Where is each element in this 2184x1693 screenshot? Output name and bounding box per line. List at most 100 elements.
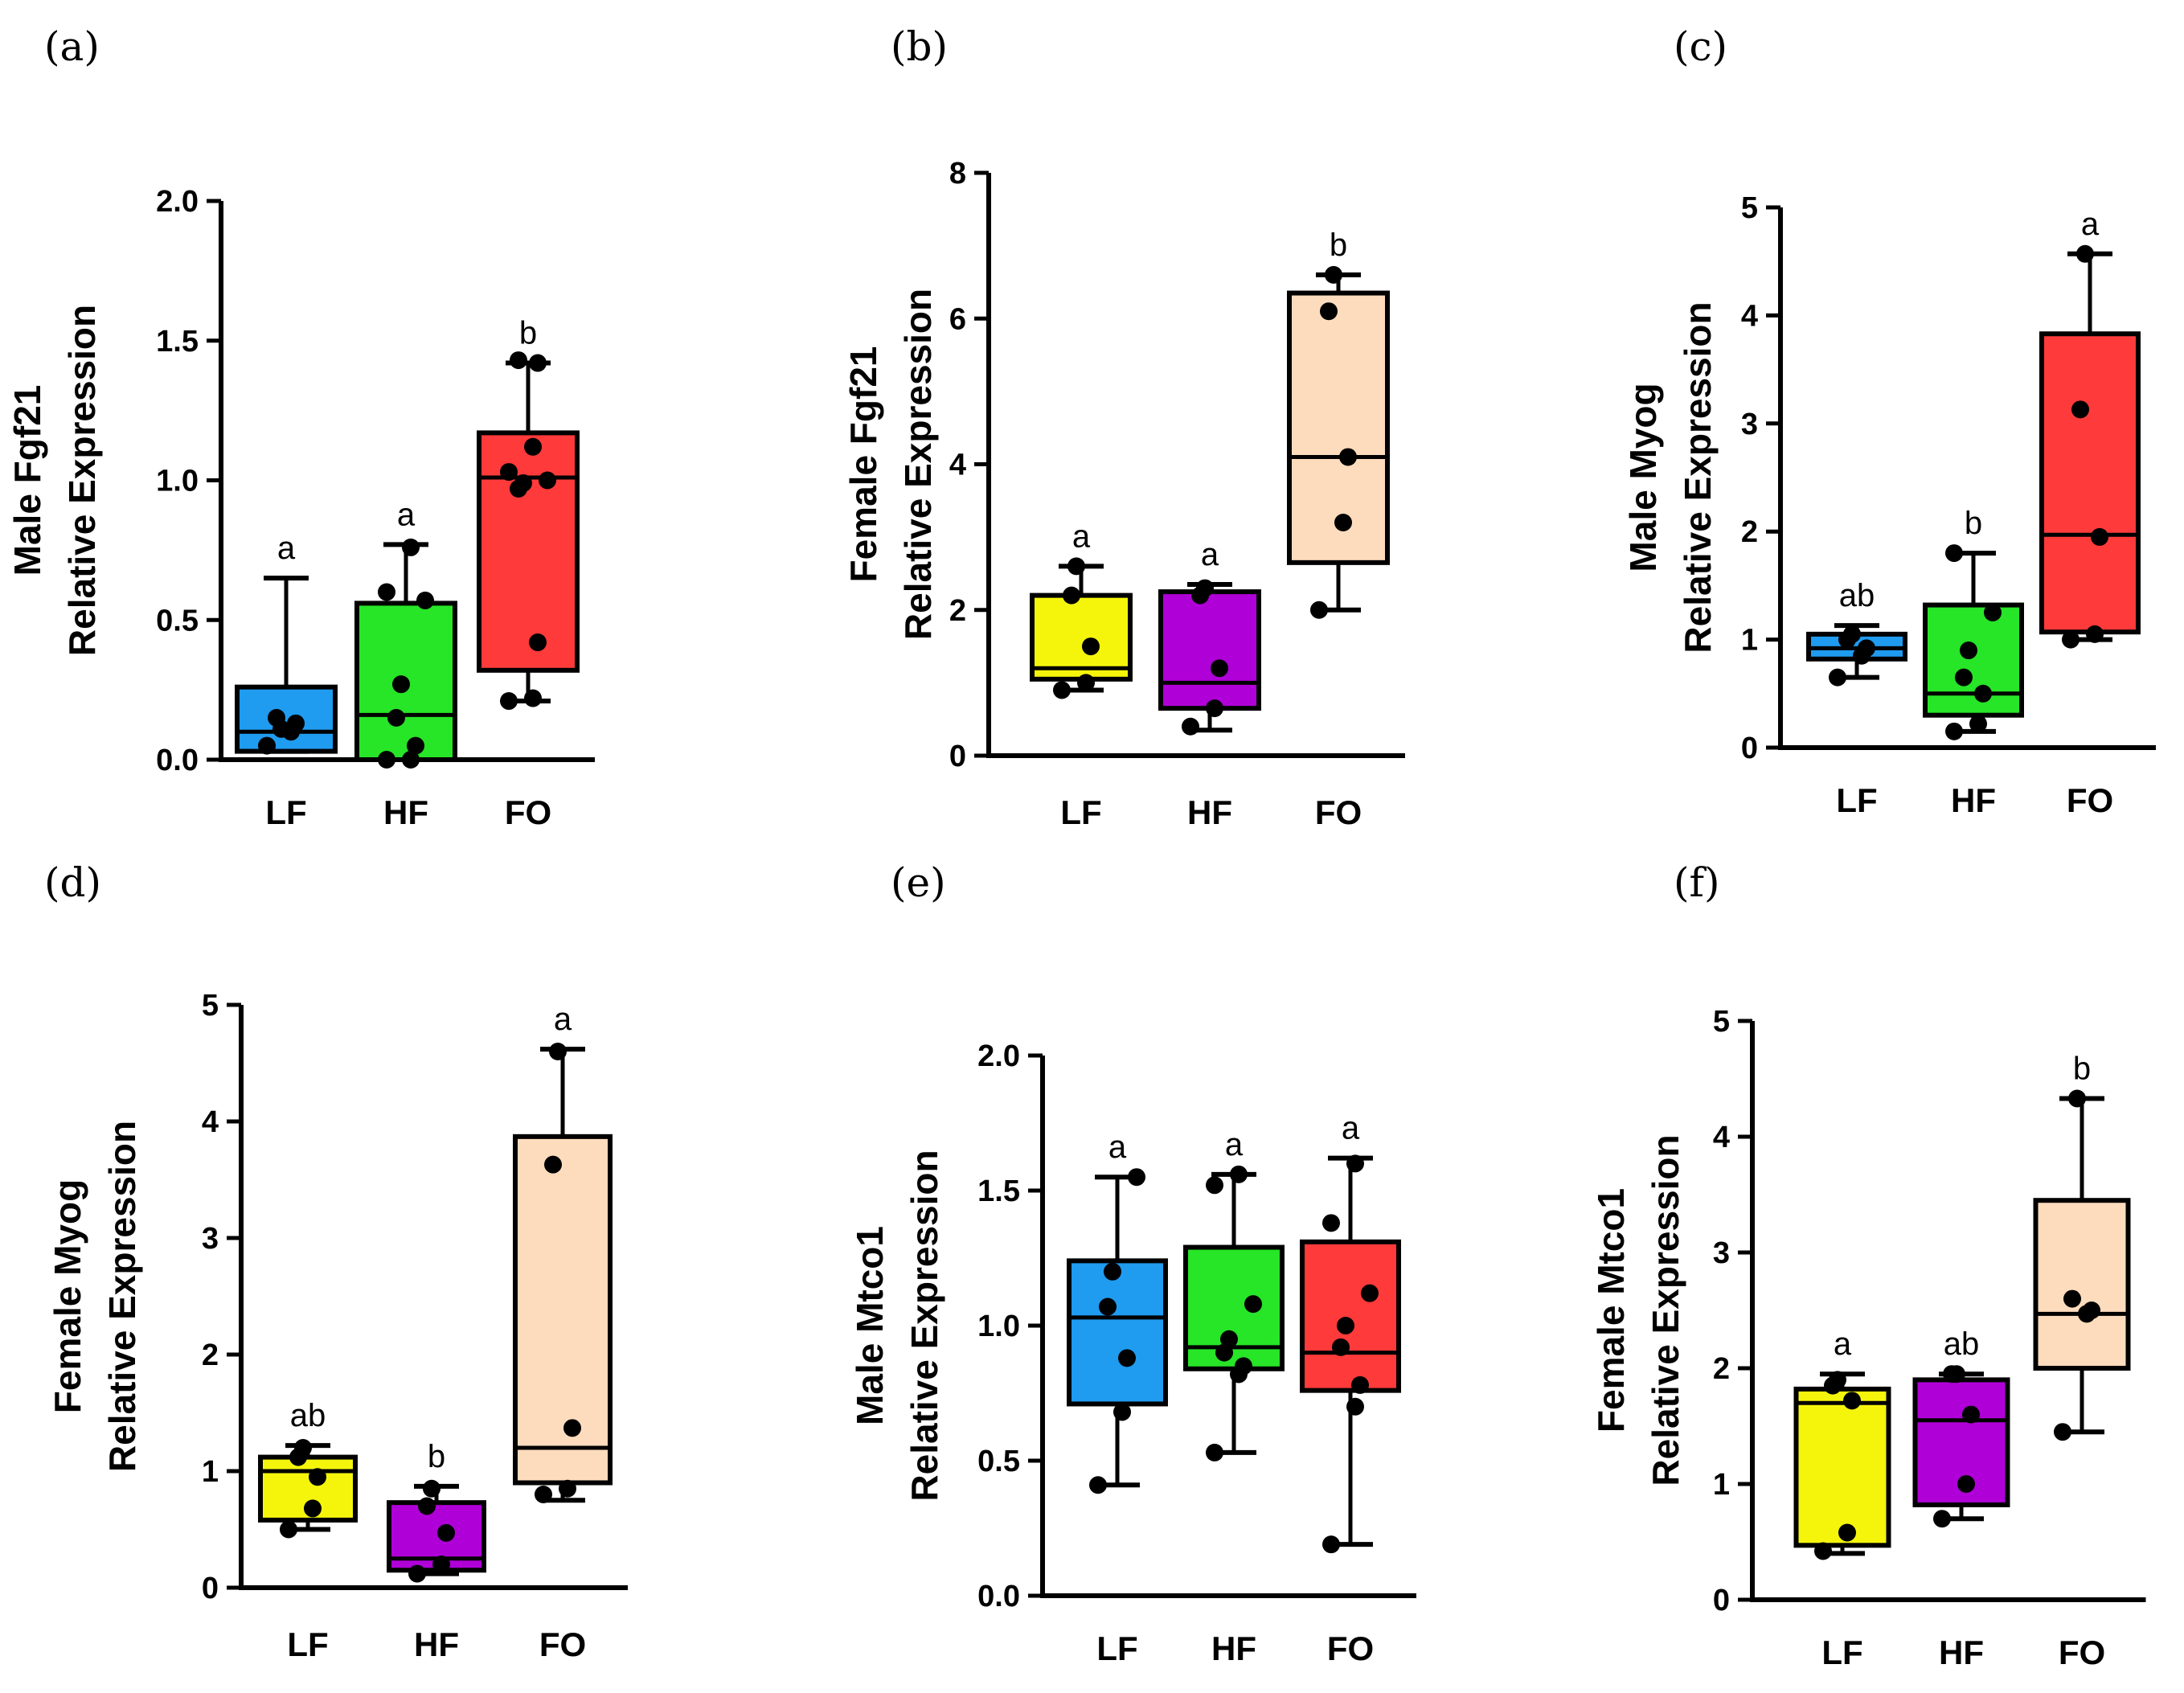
y-tick-label: 2.0 bbox=[977, 1039, 1020, 1073]
y-axis-title-line1: Male Fgf21 bbox=[6, 385, 48, 576]
category-label: HF bbox=[1187, 793, 1232, 831]
data-point bbox=[2062, 630, 2080, 649]
data-point bbox=[1969, 715, 1987, 733]
data-point bbox=[1339, 448, 1357, 466]
data-point bbox=[280, 1520, 297, 1539]
significance-letter: ab bbox=[1944, 1326, 1980, 1362]
data-point bbox=[418, 1497, 436, 1515]
y-tick-label: 4 bbox=[1713, 1121, 1730, 1154]
y-tick-label: 3 bbox=[202, 1222, 219, 1256]
data-point bbox=[258, 736, 276, 755]
box bbox=[1793, 1386, 1891, 1548]
data-point bbox=[529, 633, 547, 652]
y-axis-title-line2: Relative Expression bbox=[1645, 1134, 1686, 1486]
data-point bbox=[1843, 625, 1861, 643]
data-point bbox=[392, 675, 410, 694]
data-point bbox=[524, 437, 542, 456]
data-point bbox=[2076, 244, 2094, 263]
significance-letter: b bbox=[1965, 506, 1982, 541]
y-tick-label: 4 bbox=[949, 449, 966, 482]
panel-letter: (f) bbox=[1674, 859, 1720, 906]
data-point bbox=[402, 751, 420, 769]
significance-letter: ab bbox=[290, 1398, 326, 1433]
category-label: LF bbox=[1096, 1629, 1137, 1667]
data-point bbox=[2054, 1423, 2071, 1441]
box bbox=[235, 684, 338, 754]
category-label: HF bbox=[1939, 1634, 1984, 1671]
y-tick-label: 5 bbox=[202, 989, 219, 1023]
data-point bbox=[1113, 1403, 1131, 1421]
data-point bbox=[1310, 601, 1328, 619]
data-point bbox=[535, 1486, 552, 1503]
data-point bbox=[2068, 1089, 2086, 1108]
data-point bbox=[1829, 1371, 1846, 1389]
data-point bbox=[1933, 1510, 1951, 1528]
data-point bbox=[1962, 1405, 1980, 1424]
data-point bbox=[294, 1439, 312, 1457]
data-point bbox=[1829, 668, 1846, 687]
significance-letter: a bbox=[2081, 207, 2100, 242]
significance-letter: ab bbox=[1839, 578, 1875, 613]
data-point bbox=[1960, 642, 1977, 660]
y-tick-label: 0 bbox=[949, 740, 966, 773]
data-point bbox=[1346, 1397, 1364, 1416]
data-point bbox=[2091, 527, 2108, 546]
data-point bbox=[544, 1155, 562, 1174]
panel-letter: (b) bbox=[891, 23, 948, 70]
panel-f: (f) 0 1 2 3 4 5 Female Mtco1 Relative Expression… bbox=[1590, 859, 2146, 1671]
y-axis-title-line1: Female Mtco1 bbox=[1590, 1188, 1632, 1433]
data-point bbox=[1838, 1523, 1856, 1542]
y-tick-label: 1 bbox=[1741, 624, 1758, 658]
data-point bbox=[2083, 1302, 2100, 1319]
data-point bbox=[1322, 1214, 1340, 1232]
data-point bbox=[563, 1419, 581, 1437]
data-point bbox=[549, 1043, 567, 1060]
y-axis-title-line2: Relative Expression bbox=[1677, 301, 1719, 653]
data-point bbox=[387, 708, 405, 727]
category-label: FO bbox=[1327, 1629, 1374, 1667]
significance-letter: b bbox=[2073, 1051, 2091, 1086]
data-point bbox=[408, 1564, 426, 1583]
data-point bbox=[1322, 1535, 1340, 1554]
data-point bbox=[2086, 625, 2104, 643]
panel-b: (b) 0 2 4 6 8 Female Fgf21 Relative Expression L… bbox=[842, 23, 1405, 831]
y-tick-label: 0 bbox=[1713, 1584, 1730, 1617]
data-point bbox=[1196, 579, 1214, 597]
y-axis-title-line1: Male Myog bbox=[1622, 383, 1664, 572]
data-point bbox=[1082, 637, 1100, 656]
y-tick-label: 0 bbox=[1741, 732, 1758, 765]
panel-letter: (c) bbox=[1674, 23, 1727, 70]
panel-letter: (a) bbox=[44, 23, 100, 70]
y-tick-label: 4 bbox=[1741, 299, 1758, 333]
y-tick-label: 8 bbox=[949, 157, 966, 191]
y-tick-label: 2.0 bbox=[156, 185, 199, 219]
data-point bbox=[309, 1468, 326, 1486]
y-tick-label: 0 bbox=[202, 1572, 219, 1605]
data-point bbox=[1089, 1476, 1107, 1494]
data-point bbox=[510, 351, 527, 370]
data-point bbox=[1128, 1168, 1145, 1187]
data-point bbox=[1334, 514, 1352, 531]
data-point bbox=[1948, 1365, 1965, 1384]
data-point bbox=[1104, 1262, 1121, 1281]
panel-d: (d) 0 1 2 3 4 5 Female Myog Relative Expression L… bbox=[44, 859, 628, 1663]
data-point bbox=[500, 692, 518, 711]
significance-letter: a bbox=[397, 497, 416, 532]
data-point bbox=[1235, 1357, 1252, 1375]
significance-letter: a bbox=[554, 1002, 572, 1037]
y-tick-label: 2 bbox=[202, 1338, 219, 1372]
significance-letter: b bbox=[428, 1439, 445, 1474]
y-tick-label: 5 bbox=[1713, 1005, 1730, 1039]
data-point bbox=[1230, 1165, 1248, 1183]
y-tick-label: 2 bbox=[949, 594, 966, 628]
data-point bbox=[1206, 1443, 1223, 1461]
y-tick-label: 1.5 bbox=[977, 1174, 1020, 1208]
data-point bbox=[1843, 1392, 1861, 1410]
data-point bbox=[529, 354, 547, 372]
panel-letter: (d) bbox=[44, 859, 101, 906]
box bbox=[513, 1133, 613, 1486]
data-point bbox=[1220, 1330, 1238, 1348]
data-point bbox=[1067, 557, 1085, 576]
category-label: HF bbox=[383, 793, 428, 831]
y-tick-label: 5 bbox=[1741, 191, 1758, 225]
